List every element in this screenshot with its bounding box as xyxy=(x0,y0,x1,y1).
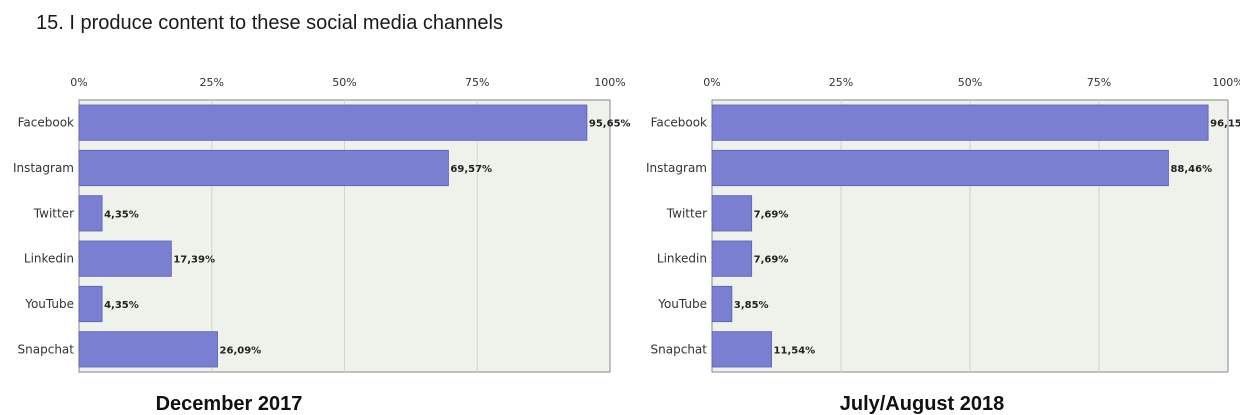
data-label: 7,69% xyxy=(754,255,789,266)
bar-linkedin xyxy=(78,240,172,277)
bar-instagram xyxy=(78,149,449,187)
x-tick-label: 100% xyxy=(1212,76,1240,89)
chart-caption: December 2017 xyxy=(156,393,303,415)
x-tick-label: 50% xyxy=(332,76,356,89)
bar-linkedin xyxy=(711,240,753,277)
category-label: Twitter xyxy=(666,206,707,220)
x-tick-label: 0% xyxy=(70,76,87,89)
data-label: 88,46% xyxy=(1170,164,1212,175)
bar-youtube xyxy=(711,285,733,323)
category-label: Facebook xyxy=(651,116,707,130)
data-label: 11,54% xyxy=(774,345,816,356)
bar-facebook xyxy=(711,104,1209,141)
category-label: Instagram xyxy=(646,161,707,175)
x-tick-label: 25% xyxy=(829,76,853,89)
category-label: YouTube xyxy=(657,297,707,311)
category-label: Linkedin xyxy=(24,252,74,266)
x-tick-label: 75% xyxy=(465,76,489,89)
chart-1: 0% 25% 50% 75% 100% Facebook 95,65% Instagram 69… xyxy=(13,76,631,415)
chart-2: 0% 25% 50% 75% 100% Facebook 96,15% Instagram 88… xyxy=(646,76,1240,415)
data-label: 3,85% xyxy=(734,300,769,311)
data-label: 4,35% xyxy=(104,300,139,311)
data-label: 69,57% xyxy=(450,164,492,175)
data-label: 26,09% xyxy=(220,345,262,356)
category-label: Linkedin xyxy=(657,252,707,266)
x-tick-label: 25% xyxy=(200,76,224,89)
x-tick-label: 0% xyxy=(703,76,720,89)
category-label: Twitter xyxy=(33,206,74,220)
bar-facebook xyxy=(78,104,588,141)
category-label: Snapchat xyxy=(651,342,708,356)
data-label: 96,15% xyxy=(1210,119,1240,130)
category-label: Facebook xyxy=(18,116,74,130)
x-tick-label: 100% xyxy=(594,76,625,89)
data-label: 17,39% xyxy=(173,255,215,266)
bar-snapchat xyxy=(78,331,218,368)
data-label: 95,65% xyxy=(589,119,631,130)
chart-caption: July/August 2018 xyxy=(840,393,1005,415)
bar-twitter xyxy=(78,195,103,232)
data-label: 7,69% xyxy=(754,209,789,220)
x-tick-label: 75% xyxy=(1087,76,1111,89)
category-label: Instagram xyxy=(13,161,74,175)
bar-snapchat xyxy=(711,331,772,368)
page-heading: 15. I produce content to these social me… xyxy=(36,12,503,34)
bar-twitter xyxy=(711,195,753,232)
x-tick-label: 50% xyxy=(958,76,982,89)
bar-instagram xyxy=(711,149,1169,187)
category-label: Snapchat xyxy=(18,342,75,356)
bar-youtube xyxy=(78,285,103,323)
category-label: YouTube xyxy=(24,297,74,311)
data-label: 4,35% xyxy=(104,209,139,220)
